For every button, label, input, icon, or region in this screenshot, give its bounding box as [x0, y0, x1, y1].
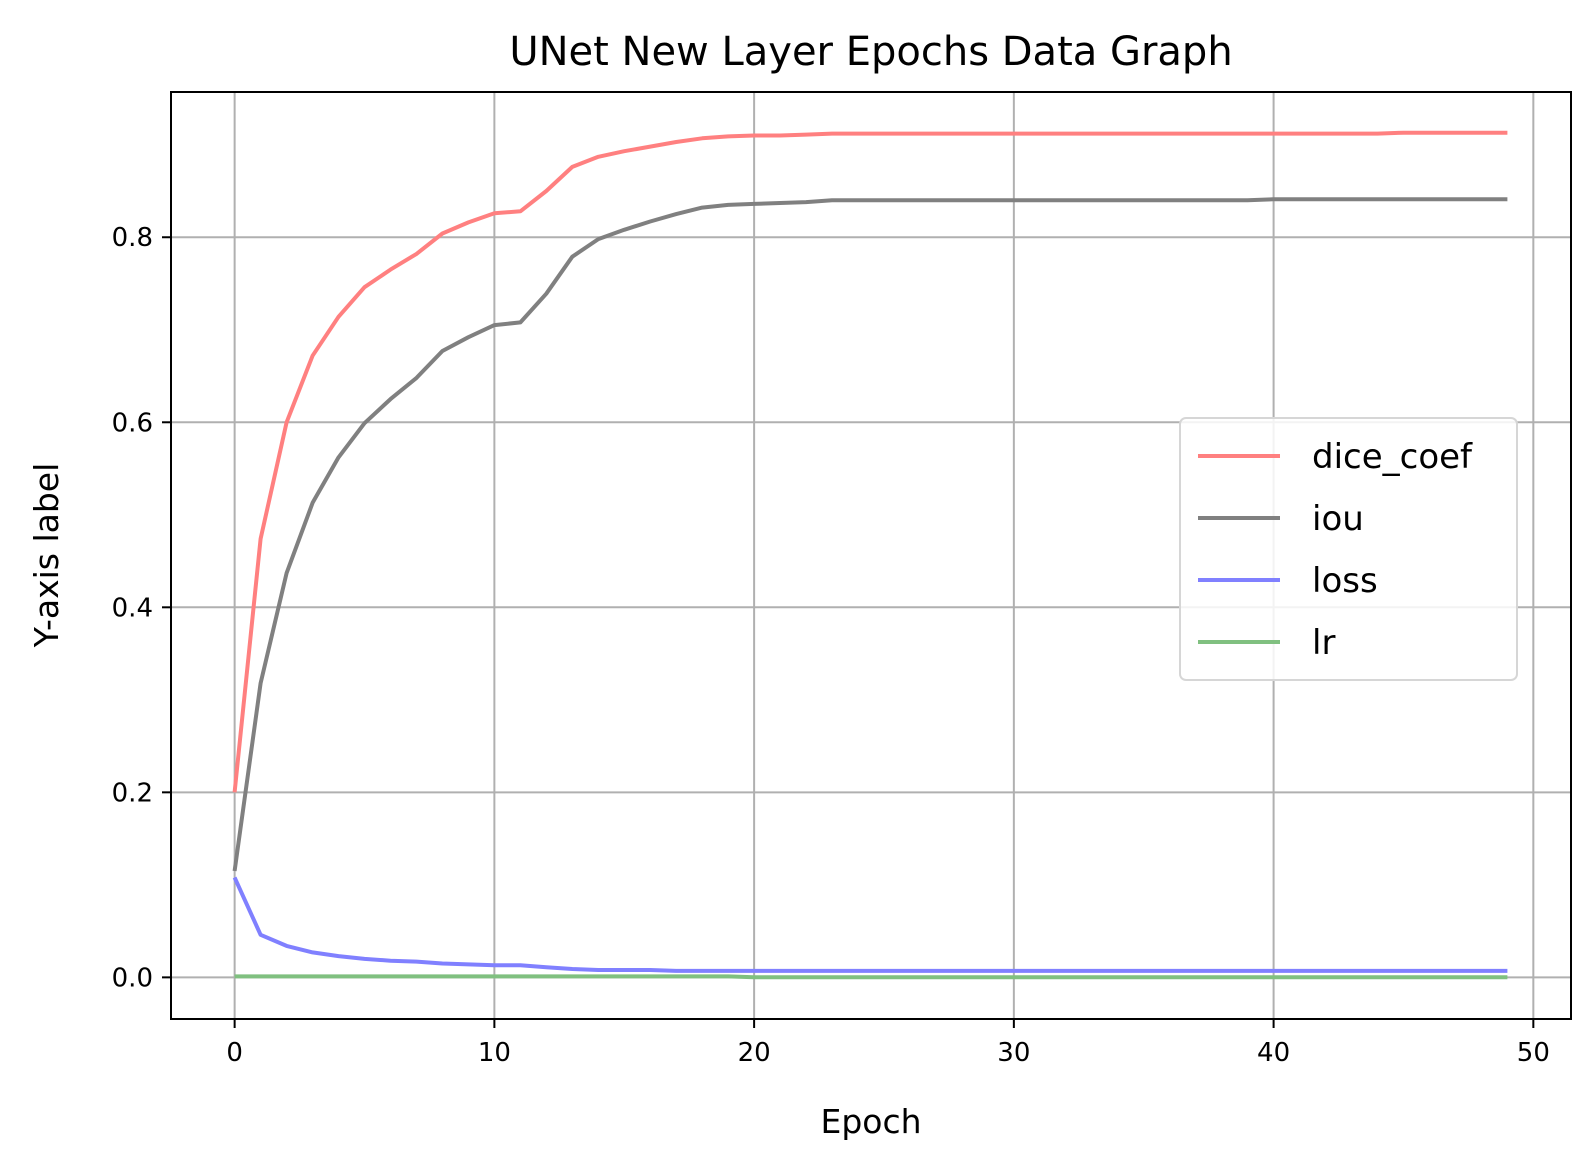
y-tick-label: 0.2: [112, 778, 153, 808]
y-tick-label: 0.0: [112, 963, 153, 993]
series-line-lr: [234, 974, 1508, 980]
legend-label: loss: [1312, 561, 1378, 601]
x-tick-label: 50: [1517, 1038, 1550, 1068]
y-tick-label: 0.8: [112, 223, 153, 253]
legend-label: lr: [1312, 623, 1335, 663]
plot-frame: [170, 91, 1572, 1020]
x-tick-label: 20: [738, 1038, 771, 1068]
y-tick-label: 0.6: [112, 408, 153, 438]
x-tick-label: 30: [997, 1038, 1030, 1068]
series-lines: [232, 130, 1508, 980]
series-line-loss: [232, 876, 1508, 973]
legend-label: iou: [1312, 499, 1364, 539]
y-axis-label: Y-axis label: [27, 463, 66, 649]
chart-title: UNet New Layer Epochs Data Graph: [509, 29, 1232, 75]
x-tick-label: 40: [1257, 1038, 1290, 1068]
legend-label: dice_coef: [1312, 437, 1473, 477]
y-tick-label: 0.4: [112, 593, 153, 623]
legend-box: [1179, 417, 1518, 681]
x-tick-label: 0: [226, 1038, 243, 1068]
series-line-dice-coef: [232, 130, 1508, 793]
x-tick-label: 10: [478, 1038, 511, 1068]
x-axis-label: Epoch: [820, 1102, 921, 1141]
series-line-iou: [232, 197, 1508, 872]
axis-ticks: 0 10 20 30 40 50 0.0 0.2 0.4 0.6 0.8: [112, 223, 1550, 1068]
